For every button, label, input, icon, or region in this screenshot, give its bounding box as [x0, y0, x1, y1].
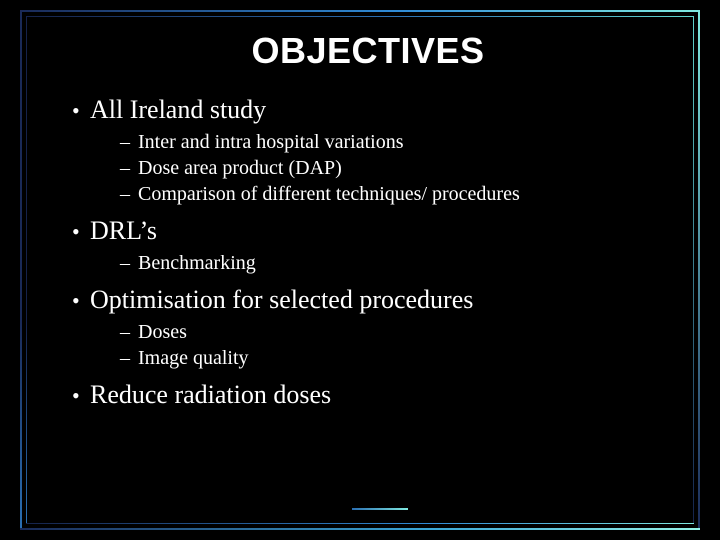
list-item: • Reduce radiation doses — [72, 377, 672, 412]
bullet-list: • All Ireland study –Inter and intra hos… — [72, 92, 672, 412]
frame-line — [20, 10, 700, 12]
list-item: –Inter and intra hospital variations — [120, 129, 672, 155]
dash-icon: – — [120, 131, 138, 154]
sub-bullet-list: –Doses –Image quality — [120, 319, 672, 371]
list-item: –Doses — [120, 319, 672, 345]
frame-dash — [352, 508, 408, 510]
list-item: –Image quality — [120, 345, 672, 371]
frame-line — [26, 523, 694, 524]
bullet-text: Optimisation for selected procedures — [90, 282, 473, 317]
frame-line — [20, 10, 22, 530]
sub-bullet-text: Comparison of different techniques/ proc… — [138, 181, 520, 207]
list-item: –Comparison of different techniques/ pro… — [120, 181, 672, 207]
sub-bullet-text: Dose area product (DAP) — [138, 155, 342, 181]
bullet-dot-icon: • — [72, 385, 90, 407]
bullet-dot-icon: • — [72, 221, 90, 243]
frame-line — [20, 528, 700, 530]
sub-bullet-list: –Inter and intra hospital variations –Do… — [120, 129, 672, 207]
slide: OBJECTIVES • All Ireland study –Inter an… — [0, 0, 720, 540]
dash-icon: – — [120, 347, 138, 370]
slide-content: • All Ireland study –Inter and intra hos… — [64, 92, 672, 412]
sub-bullet-text: Image quality — [138, 345, 249, 371]
dash-icon: – — [120, 321, 138, 344]
sub-bullet-text: Inter and intra hospital variations — [138, 129, 403, 155]
list-item: –Benchmarking — [120, 250, 672, 276]
list-item: –Dose area product (DAP) — [120, 155, 672, 181]
frame-line — [26, 16, 27, 524]
sub-bullet-text: Benchmarking — [138, 250, 256, 276]
frame-line — [698, 10, 700, 530]
bullet-dot-icon: • — [72, 100, 90, 122]
list-item: • DRL’s –Benchmarking — [72, 213, 672, 276]
frame-line — [26, 16, 694, 17]
dash-icon: – — [120, 252, 138, 275]
list-item: • All Ireland study –Inter and intra hos… — [72, 92, 672, 207]
dash-icon: – — [120, 183, 138, 206]
frame-line — [693, 16, 694, 524]
sub-bullet-text: Doses — [138, 319, 187, 345]
bullet-text: Reduce radiation doses — [90, 377, 331, 412]
list-item: • Optimisation for selected procedures –… — [72, 282, 672, 371]
bullet-text: DRL’s — [90, 213, 157, 248]
bullet-text: All Ireland study — [90, 92, 266, 127]
sub-bullet-list: –Benchmarking — [120, 250, 672, 276]
bullet-dot-icon: • — [72, 290, 90, 312]
slide-title: OBJECTIVES — [64, 30, 672, 72]
dash-icon: – — [120, 157, 138, 180]
